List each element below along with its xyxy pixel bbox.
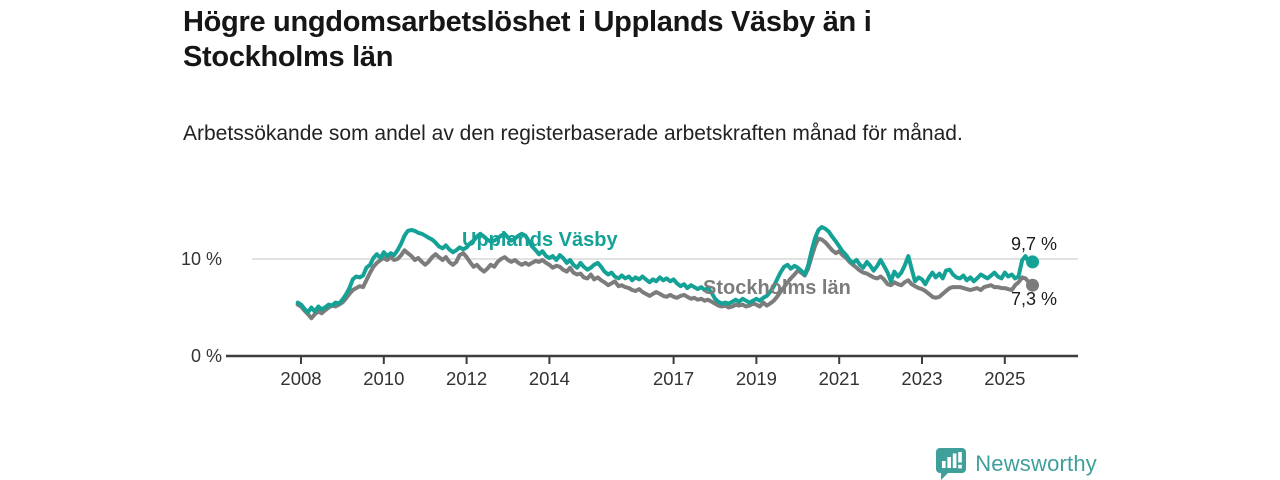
x-tick-label-2008: 2008 xyxy=(280,368,321,389)
x-tick-label-2010: 2010 xyxy=(363,368,404,389)
end-value-label-stockholms-lan: 7,3 % xyxy=(1011,289,1058,309)
x-tick-label-2021: 2021 xyxy=(819,368,860,389)
y-axis-label-10: 10 % xyxy=(180,249,222,269)
newsworthy-brand: Newsworthy xyxy=(935,447,1097,480)
series-label-upplands-vasby: Upplands Väsby xyxy=(462,229,618,251)
y-axis-label-0: 0 % xyxy=(190,346,222,366)
series-line-stockholms-l-n xyxy=(295,236,1035,321)
end-value-label-upplands-vasby: 9,7 % xyxy=(1011,234,1058,254)
end-dot-upplands-v-sby xyxy=(1026,255,1040,269)
series-line-upplands-v-sby xyxy=(295,225,1035,315)
x-tick-label-2014: 2014 xyxy=(529,368,570,389)
chart-subtitle: Arbetssökande som andel av den registerb… xyxy=(183,122,963,145)
bar-chart-speech-bubble-icon xyxy=(936,448,967,480)
series-label-stockholms-lan: Stockholms län xyxy=(703,277,851,299)
end-dot-stockholms-l-n xyxy=(1026,278,1040,292)
page-title: Högre ungdomsarbetslöshet i Upplands Väs… xyxy=(183,6,872,74)
x-tick-label-2017: 2017 xyxy=(653,368,694,389)
x-tick-label-2019: 2019 xyxy=(736,368,777,389)
x-tick-label-2023: 2023 xyxy=(901,368,942,389)
brand-name: Newsworthy xyxy=(975,450,1097,476)
x-tick-label-2012: 2012 xyxy=(446,368,487,389)
x-tick-label-2025: 2025 xyxy=(984,368,1025,389)
